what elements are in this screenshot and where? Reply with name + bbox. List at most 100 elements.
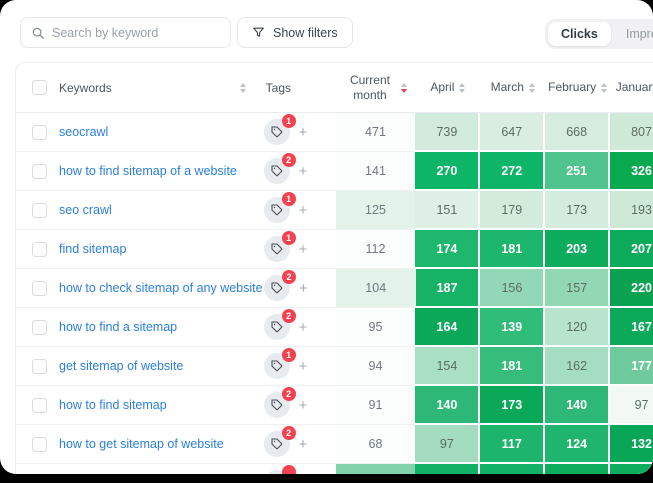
heatmap-cell: 132 <box>610 425 653 464</box>
heatmap-cell: 173 <box>545 191 611 230</box>
keyword-cell: how to get sitemap of website <box>16 425 256 464</box>
tags-header-label: Tags <box>265 80 292 95</box>
heatmap-cell: 157 <box>545 269 611 308</box>
current-month-cell: 104 <box>335 269 416 308</box>
heatmap-cell: 647 <box>480 113 546 152</box>
keyword-cell: how to check sitemap of any website <box>16 269 263 308</box>
current-month-cell <box>335 464 416 474</box>
tags-button[interactable]: 2 <box>263 387 296 418</box>
tags-button[interactable]: 2 <box>264 270 296 301</box>
tags-button[interactable]: 1 <box>263 192 296 223</box>
heatmap-cell: 154 <box>415 347 481 386</box>
current-month-cell: 112 <box>335 230 416 269</box>
add-tag-button[interactable]: + <box>298 123 308 141</box>
row-checkbox[interactable] <box>32 124 47 140</box>
heatmap-cell: 739 <box>415 113 481 152</box>
heatmap-cell: 668 <box>545 113 611 152</box>
keyword-link[interactable]: find sitemap <box>59 242 127 256</box>
table-row: how to find sitemap 2 +91 140 173 140 97 <box>16 386 653 425</box>
tags-cell: + <box>256 464 336 474</box>
tags-button[interactable]: 2 <box>263 426 296 457</box>
column-header-february: February <box>545 80 610 95</box>
heatmap-cell: 156 <box>480 269 546 308</box>
column-header-tags: Tags <box>256 81 336 95</box>
add-tag-button[interactable]: + <box>298 162 308 180</box>
add-tag-button[interactable]: + <box>298 396 308 414</box>
tags-button[interactable] <box>263 465 296 474</box>
tag-icon <box>271 204 282 216</box>
add-tag-button[interactable]: + <box>298 435 308 453</box>
month-header-label: March <box>490 80 524 94</box>
tag-count-badge: 2 <box>282 270 296 284</box>
keyword-link[interactable]: get sitemap of website <box>59 359 184 373</box>
tags-button[interactable]: 2 <box>263 309 296 340</box>
keyword-link[interactable]: how to get sitemap of website <box>59 437 224 451</box>
keyword-link[interactable]: how to find sitemap <box>59 398 167 412</box>
tags-button[interactable]: 1 <box>263 348 296 379</box>
row-checkbox[interactable] <box>32 319 47 335</box>
row-checkbox[interactable] <box>32 397 47 413</box>
filter-funnel-icon <box>253 27 264 37</box>
heatmap-cell: 173 <box>480 386 546 425</box>
tag-icon <box>271 438 282 450</box>
column-header-january: January <box>610 80 653 95</box>
table-header-row: Keywords Tags Current month April March Feb… <box>16 63 653 113</box>
sort-icon-keywords[interactable] <box>239 82 246 93</box>
heatmap-cell: 120 <box>545 308 611 347</box>
tag-count-badge: 1 <box>281 114 296 128</box>
heatmap-cell: 187 <box>415 269 481 308</box>
keyword-link[interactable]: how to find a sitemap <box>59 320 178 334</box>
month-header-label: January <box>615 80 653 94</box>
select-all-checkbox[interactable] <box>32 80 47 95</box>
row-checkbox[interactable] <box>32 241 47 257</box>
table-row: how to find a sitemap 2 +95 164 139 120 167 <box>16 308 653 347</box>
tag-count-badge: 2 <box>281 153 296 167</box>
heatmap-cell: 139 <box>480 308 546 347</box>
keyword-link[interactable]: how to find sitemap of a website <box>59 164 237 178</box>
sort-icon[interactable] <box>400 82 407 93</box>
row-checkbox[interactable] <box>32 280 47 296</box>
sort-icon[interactable] <box>528 82 535 93</box>
heatmap-cell: 140 <box>415 386 481 425</box>
toggle-impressions[interactable]: Impressions <box>613 22 653 46</box>
add-tag-button[interactable]: + <box>298 318 308 336</box>
month-header-label: February <box>548 80 597 94</box>
tags-button[interactable]: 1 <box>263 231 296 262</box>
heatmap-cell <box>415 464 481 474</box>
heatmap-cell: 97 <box>610 386 653 425</box>
row-checkbox[interactable] <box>32 202 47 218</box>
search-icon <box>32 27 44 39</box>
tag-count-badge: 1 <box>281 348 296 362</box>
current-month-cell: 125 <box>335 191 416 230</box>
toggle-clicks[interactable]: Clicks <box>548 22 611 46</box>
search-input[interactable] <box>52 25 220 40</box>
keyword-link[interactable]: seocrawl <box>59 125 109 139</box>
tags-cell: 2 + <box>256 269 336 308</box>
heatmap-cell: 97 <box>415 425 481 464</box>
sort-icon[interactable] <box>459 82 466 93</box>
tags-cell: 1 + <box>255 347 336 386</box>
heatmap-cell: 179 <box>480 191 546 230</box>
heatmap-cell: 181 <box>480 347 546 386</box>
heatmap-cell <box>545 464 611 474</box>
add-tag-button[interactable]: + <box>298 201 308 219</box>
heatmap-cell <box>480 464 546 474</box>
show-filters-button[interactable]: Show filters <box>237 17 353 48</box>
add-tag-button[interactable]: + <box>298 240 308 258</box>
row-checkbox[interactable] <box>32 358 47 374</box>
row-checkbox[interactable] <box>32 436 47 452</box>
table-row: + <box>16 464 653 474</box>
sort-icon[interactable] <box>601 82 608 93</box>
add-tag-button[interactable]: + <box>297 474 310 475</box>
tag-count-badge: 1 <box>281 231 296 245</box>
row-checkbox[interactable] <box>32 163 47 179</box>
keywords-header-label: Keywords <box>59 80 112 95</box>
keyword-cell <box>16 464 256 474</box>
keyword-link[interactable]: how to check sitemap of any website <box>59 281 263 295</box>
tags-button[interactable]: 1 <box>263 114 296 145</box>
add-tag-button[interactable]: + <box>299 279 308 297</box>
keyword-link[interactable]: seo crawl <box>59 203 112 217</box>
tags-button[interactable]: 2 <box>263 153 296 184</box>
add-tag-button[interactable]: + <box>298 357 308 375</box>
table-row: find sitemap 1 +112 174 181 203 207 <box>16 230 653 269</box>
